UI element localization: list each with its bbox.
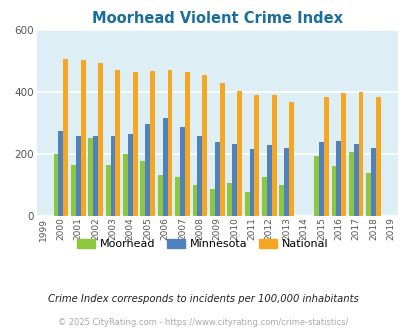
Bar bbox=[105, 165, 110, 216]
Bar bbox=[93, 136, 98, 216]
Bar bbox=[184, 72, 189, 216]
Bar bbox=[244, 192, 249, 216]
Bar bbox=[318, 142, 323, 216]
Bar bbox=[249, 149, 254, 216]
Text: © 2025 CityRating.com - https://www.cityrating.com/crime-statistics/: © 2025 CityRating.com - https://www.city… bbox=[58, 318, 347, 327]
Bar bbox=[140, 161, 145, 216]
Legend: Moorhead, Minnesota, National: Moorhead, Minnesota, National bbox=[72, 234, 333, 253]
Bar bbox=[336, 141, 341, 216]
Bar bbox=[123, 154, 128, 216]
Bar bbox=[375, 97, 380, 216]
Bar bbox=[341, 93, 345, 216]
Bar bbox=[254, 95, 259, 216]
Bar bbox=[313, 156, 318, 216]
Bar bbox=[202, 75, 207, 216]
Bar bbox=[53, 154, 58, 216]
Bar bbox=[110, 136, 115, 216]
Bar bbox=[63, 59, 68, 216]
Bar bbox=[150, 71, 155, 216]
Bar bbox=[353, 144, 358, 216]
Title: Moorhead Violent Crime Index: Moorhead Violent Crime Index bbox=[92, 11, 342, 26]
Bar bbox=[266, 145, 271, 216]
Bar bbox=[175, 177, 179, 216]
Bar bbox=[219, 83, 224, 216]
Bar bbox=[209, 189, 214, 216]
Bar bbox=[167, 70, 172, 216]
Bar bbox=[71, 165, 76, 216]
Bar bbox=[271, 95, 276, 216]
Bar bbox=[76, 136, 81, 216]
Bar bbox=[128, 134, 132, 216]
Bar bbox=[145, 124, 150, 216]
Bar bbox=[132, 72, 137, 216]
Bar bbox=[227, 182, 232, 216]
Bar bbox=[365, 173, 370, 216]
Bar bbox=[197, 136, 202, 216]
Text: Crime Index corresponds to incidents per 100,000 inhabitants: Crime Index corresponds to incidents per… bbox=[47, 294, 358, 304]
Bar bbox=[192, 185, 197, 216]
Bar bbox=[331, 166, 336, 216]
Bar bbox=[158, 175, 162, 216]
Bar bbox=[237, 91, 241, 216]
Bar bbox=[284, 148, 288, 216]
Bar bbox=[88, 139, 93, 216]
Bar bbox=[115, 70, 120, 216]
Bar bbox=[288, 102, 293, 216]
Bar bbox=[58, 131, 63, 216]
Bar bbox=[162, 118, 167, 216]
Bar bbox=[232, 144, 237, 216]
Bar bbox=[348, 151, 353, 216]
Bar bbox=[98, 63, 102, 216]
Bar bbox=[81, 59, 85, 216]
Bar bbox=[323, 97, 328, 216]
Bar bbox=[279, 185, 284, 216]
Bar bbox=[179, 127, 184, 216]
Bar bbox=[358, 92, 362, 216]
Bar bbox=[370, 148, 375, 216]
Bar bbox=[261, 177, 266, 216]
Bar bbox=[214, 142, 219, 216]
